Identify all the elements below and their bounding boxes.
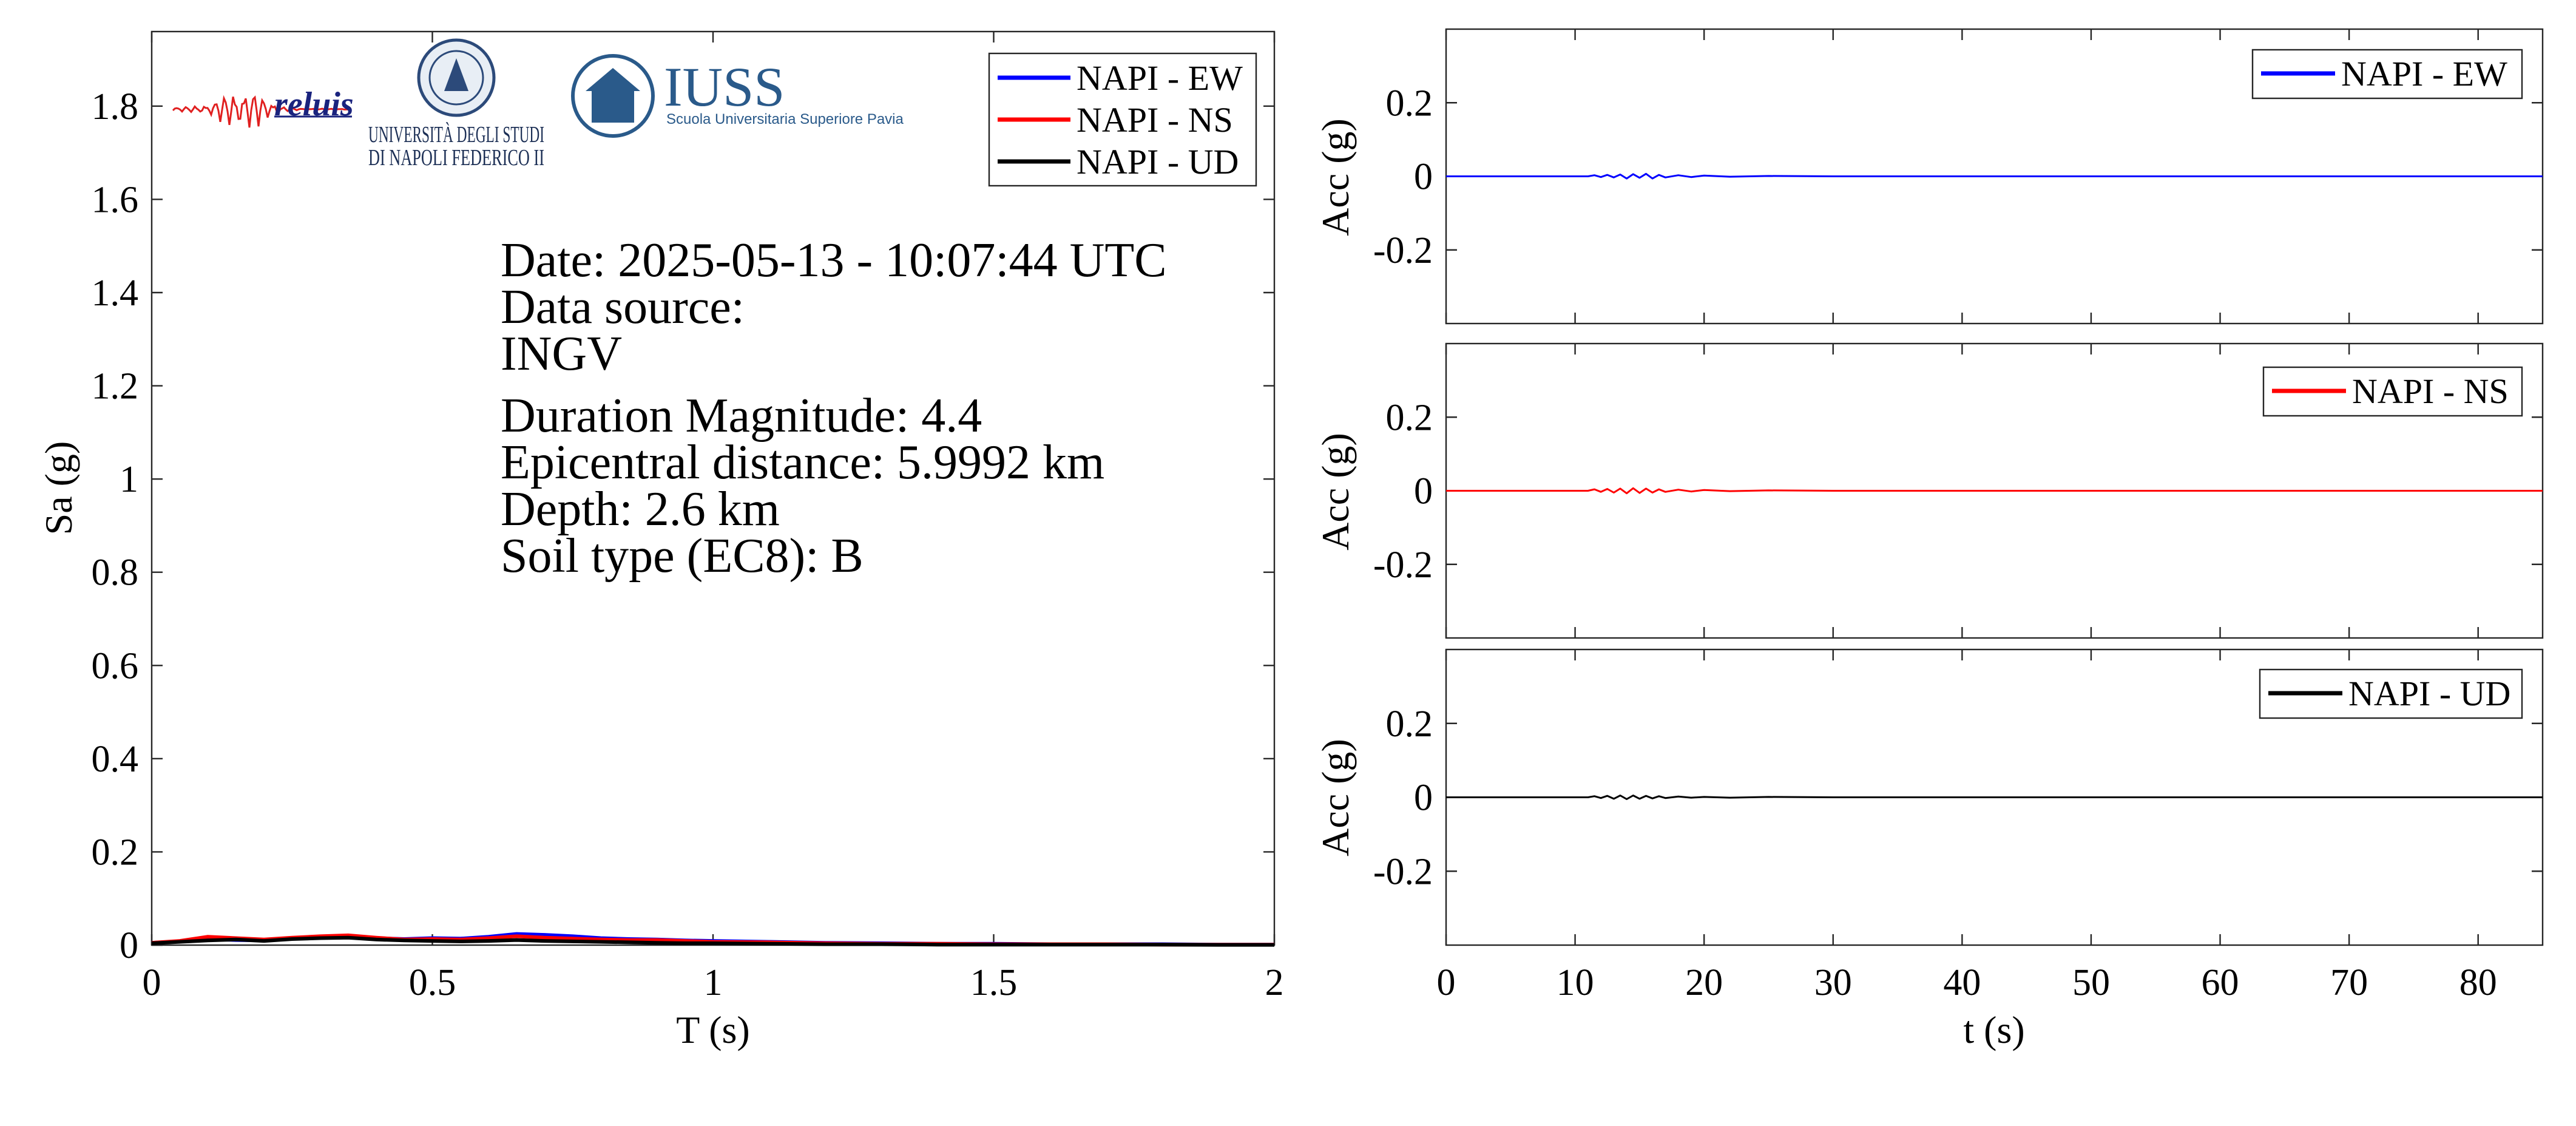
spectrum-ytick-label: 1.4 [92, 273, 139, 314]
data-source-value: INGV [501, 327, 622, 381]
legend-label-ew: NAPI - EW [1077, 58, 1243, 98]
acc-ud-xtick-label: 60 [2202, 962, 2239, 1003]
unina-seal-figure [444, 58, 468, 91]
spectrum-ytick-label: 0 [120, 925, 138, 966]
iuss-emblem-building [592, 91, 634, 123]
acc-ew-ytick-label: 0 [1414, 157, 1433, 198]
soil-type: Soil type (EC8): B [501, 529, 864, 583]
spectrum-ytick-label: 0.2 [92, 832, 139, 873]
data-source-label: Data source: [501, 280, 745, 334]
spectrum-x-axis-label: T (s) [676, 1008, 749, 1051]
acc-ud-series-napi-ud [1446, 795, 2543, 800]
iuss-emblem-roof [586, 68, 640, 91]
legend-label-ns: NAPI - NS [1077, 100, 1233, 140]
spectrum-xtick-label: 1.5 [970, 962, 1018, 1003]
acc-ew-ticks: -0.2 0 0.2 [1373, 29, 2543, 324]
acc-ew-legend-label: NAPI - EW [2341, 54, 2507, 93]
acc-ns-series-line [1446, 487, 2543, 495]
acc-ud-xtick-label: 0 [1437, 962, 1456, 1003]
iuss-logo-title: IUSS [664, 56, 785, 118]
spectrum-series-napi-ud [151, 935, 1274, 947]
epicentral-distance: Epicentral distance: 5.9992 km [501, 436, 1104, 489]
event-date: Date: 2025-05-13 - 10:07:44 UTC [501, 234, 1167, 287]
acc-ud-xtick-label: 20 [1685, 962, 1723, 1003]
acc-ud-xtick-label: 10 [1557, 962, 1594, 1003]
unina-seal-inner-ring [428, 50, 484, 106]
reluis-logo-text: reluis [274, 86, 354, 123]
acc-ns-ytick-label: -0.2 [1373, 544, 1433, 586]
acc-ew-series-line [1446, 172, 2543, 180]
iuss-logo: IUSS Scuola Universitaria Superiore Pavi… [571, 54, 904, 138]
spectrum-ticks: 0 0.2 0.4 0.6 0.8 1 1.2 1.4 1.6 1.8 0 0.5 1 1.5 2 [92, 32, 1284, 1003]
spectrum-ytick-label: 0.4 [92, 739, 139, 780]
spectrum-legend: NAPI - EW NAPI - NS NAPI - UD [988, 52, 1257, 187]
acc-ud-ytick-label: -0.2 [1373, 851, 1433, 892]
acc-ns-ytick-label: 0.2 [1386, 397, 1433, 438]
acc-ns-y-axis-label: Acc (g) [1314, 433, 1357, 551]
acc-ud-y-axis-label: Acc (g) [1314, 739, 1357, 856]
legend-label-ud: NAPI - UD [1077, 142, 1239, 181]
acc-ud-legend-label: NAPI - UD [2348, 674, 2510, 713]
acc-ud-series-line [1446, 795, 2543, 800]
acc-ud-ytick-label: 0.2 [1386, 704, 1433, 745]
acc-ew-y-axis-label: Acc (g) [1314, 118, 1357, 236]
spectrum-ytick-label: 0.6 [92, 645, 139, 687]
spectrum-xtick-label: 0.5 [409, 962, 456, 1003]
acc-ew-ytick-label: -0.2 [1373, 230, 1433, 271]
iuss-logo-subtitle: Scuola Universitaria Superiore Pavia [666, 111, 904, 127]
acc-ew-ytick-label: 0.2 [1386, 83, 1433, 124]
acc-panel-ew: -0.2 0 0.2 Acc (g) NAPI - EW [1314, 28, 2544, 325]
acc-ud-xtick-label: 80 [2459, 962, 2497, 1003]
unina-logo: UNIVERSITÀ DEGLI STUDI DI NAPOLI FEDERIC… [368, 38, 544, 171]
acc-ns-series-napi-ns [1446, 487, 2543, 495]
spectrum-ytick-label: 1 [120, 459, 138, 500]
spectrum-ytick-label: 1.2 [92, 366, 139, 407]
response-spectrum-chart: 0 0.2 0.4 0.6 0.8 1 1.2 1.4 1.6 1.8 0 0.5 1 1.5 2 T (s… [37, 30, 1284, 1051]
spectrum-ytick-label: 1.8 [92, 86, 139, 127]
reluis-logo: reluis [172, 86, 354, 128]
unina-logo-line2: DI NAPOLI FEDERICO II [368, 145, 544, 171]
acc-ud-ticks: -0.2 0 0.2 0 10 20 30 40 50 60 70 80 [1373, 649, 2543, 1003]
time-x-axis-label: t (s) [1963, 1008, 2024, 1051]
acc-ud-xtick-label: 40 [1943, 962, 1981, 1003]
event-depth: Depth: 2.6 km [501, 483, 780, 536]
spectrum-xtick-label: 0 [143, 962, 161, 1003]
spectrum-series-lines [151, 932, 1274, 947]
spectrum-ytick-label: 1.6 [92, 179, 139, 220]
acc-ud-xtick-label: 50 [2072, 962, 2110, 1003]
acc-ns-ticks: -0.2 0 0.2 [1373, 344, 2543, 638]
reluis-seismogram-mark [172, 95, 352, 128]
duration-magnitude: Duration Magnitude: 4.4 [501, 389, 982, 443]
spectrum-xtick-label: 1 [704, 962, 723, 1003]
acc-panel-ud: -0.200.20 10 20 30 40 50 60 70 80 Acc (g) t (s) … [1314, 648, 2544, 1051]
acc-ns-legend-label: NAPI - NS [2352, 371, 2509, 411]
acc-ns-ytick-label: 0 [1414, 471, 1433, 512]
acc-ew-series-napi-ew [1446, 172, 2543, 180]
acc-ud-ytick-label: 0 [1414, 778, 1433, 819]
spectrum-xtick-label: 2 [1265, 962, 1284, 1003]
spectrum-y-axis-label: Sa (g) [37, 441, 80, 535]
event-info-block: Date: 2025-05-13 - 10:07:44 UTC Data sou… [501, 234, 1167, 583]
unina-logo-line1: UNIVERSITÀ DEGLI STUDI [368, 122, 544, 148]
acc-ud-xtick-label: 70 [2330, 962, 2368, 1003]
acc-ud-xtick-label: 30 [1814, 962, 1852, 1003]
spectrum-ytick-label: 0.8 [92, 552, 139, 594]
acc-panel-ns: -0.2 0 0.2 Acc (g) NAPI - NS [1314, 342, 2544, 639]
